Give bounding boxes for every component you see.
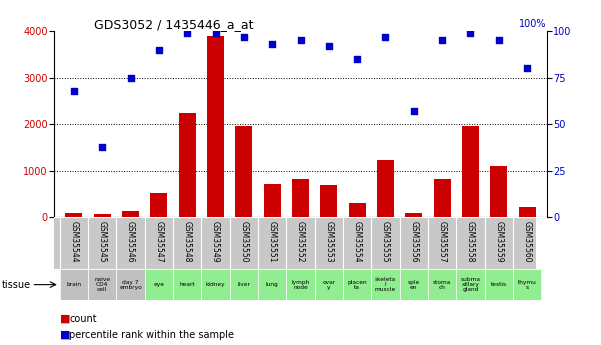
Text: lung: lung xyxy=(266,282,278,287)
Bar xyxy=(405,213,423,217)
Bar xyxy=(433,179,451,217)
Text: GSM35545: GSM35545 xyxy=(98,221,107,263)
Text: stoma
ch: stoma ch xyxy=(433,280,451,289)
Bar xyxy=(264,184,281,217)
Bar xyxy=(207,36,224,217)
Text: ■: ■ xyxy=(60,330,70,339)
Bar xyxy=(117,269,145,300)
Text: GSM35546: GSM35546 xyxy=(126,221,135,263)
Bar xyxy=(286,269,315,300)
Text: day 7
embryо: day 7 embryо xyxy=(119,280,142,289)
Point xyxy=(438,38,447,43)
Bar xyxy=(343,269,371,300)
Text: GDS3052 / 1435446_a_at: GDS3052 / 1435446_a_at xyxy=(94,18,253,31)
Text: GSM35559: GSM35559 xyxy=(494,221,503,263)
Text: count: count xyxy=(69,314,97,324)
Point xyxy=(211,30,221,36)
Text: GSM35552: GSM35552 xyxy=(296,221,305,263)
Bar xyxy=(150,193,168,217)
Bar xyxy=(320,185,337,217)
Point xyxy=(296,38,305,43)
Bar xyxy=(230,269,258,300)
Text: subma
xillary
gland: subma xillary gland xyxy=(460,277,480,292)
Text: brain: brain xyxy=(67,282,81,287)
Text: GSM35557: GSM35557 xyxy=(438,221,447,263)
Bar xyxy=(66,213,82,217)
Bar xyxy=(377,160,394,217)
Text: GSM35553: GSM35553 xyxy=(325,221,334,263)
Bar xyxy=(315,269,343,300)
Point xyxy=(522,66,532,71)
Point xyxy=(380,34,390,39)
Bar xyxy=(122,211,139,217)
Text: naive
CD4
cell: naive CD4 cell xyxy=(94,277,111,292)
Text: lymph
node: lymph node xyxy=(291,280,310,289)
Bar xyxy=(173,269,201,300)
Bar xyxy=(456,269,484,300)
Bar xyxy=(178,112,196,217)
Bar xyxy=(145,269,173,300)
Bar xyxy=(88,269,117,300)
Bar xyxy=(349,203,365,217)
Bar xyxy=(94,214,111,217)
Text: ovar
y: ovar y xyxy=(322,280,335,289)
Bar xyxy=(236,126,252,217)
Text: GSM35558: GSM35558 xyxy=(466,221,475,263)
Point xyxy=(494,38,504,43)
Text: GSM35550: GSM35550 xyxy=(239,221,248,263)
Text: skeleta
l
muscle: skeleta l muscle xyxy=(375,277,396,292)
Point xyxy=(352,56,362,62)
Text: eye: eye xyxy=(153,282,165,287)
Text: GSM35556: GSM35556 xyxy=(409,221,418,263)
Point xyxy=(126,75,135,80)
Text: thymu
s: thymu s xyxy=(517,280,537,289)
Text: placen
ta: placen ta xyxy=(347,280,367,289)
Text: GSM35549: GSM35549 xyxy=(211,221,220,263)
Text: GSM35560: GSM35560 xyxy=(523,221,531,263)
Bar xyxy=(484,269,513,300)
Text: ■: ■ xyxy=(60,314,70,324)
Point xyxy=(409,108,419,114)
Text: GSM35555: GSM35555 xyxy=(381,221,390,263)
Bar xyxy=(513,269,542,300)
Bar xyxy=(462,126,479,217)
Point xyxy=(154,47,163,52)
Point xyxy=(182,30,192,36)
Text: GSM35547: GSM35547 xyxy=(154,221,163,263)
Point xyxy=(267,41,277,47)
Bar xyxy=(292,179,309,217)
Bar xyxy=(59,269,88,300)
Bar xyxy=(490,166,507,217)
Text: testis: testis xyxy=(490,282,507,287)
Text: heart: heart xyxy=(179,282,195,287)
Text: liver: liver xyxy=(237,282,250,287)
Bar xyxy=(258,269,286,300)
Bar xyxy=(201,269,230,300)
Text: GSM35551: GSM35551 xyxy=(267,221,276,263)
Bar xyxy=(428,269,456,300)
Point xyxy=(97,144,107,149)
Bar xyxy=(519,207,535,217)
Text: kidney: kidney xyxy=(206,282,225,287)
Text: GSM35554: GSM35554 xyxy=(353,221,362,263)
Point xyxy=(466,30,475,36)
Text: GSM35548: GSM35548 xyxy=(183,221,192,263)
Point xyxy=(239,34,249,39)
Text: GSM35544: GSM35544 xyxy=(70,221,78,263)
Text: tissue: tissue xyxy=(2,280,31,289)
Point xyxy=(69,88,79,93)
Text: sple
en: sple en xyxy=(407,280,420,289)
Bar xyxy=(400,269,428,300)
Point xyxy=(324,43,334,49)
Text: percentile rank within the sample: percentile rank within the sample xyxy=(69,330,234,339)
Text: 100%: 100% xyxy=(519,19,547,29)
Bar xyxy=(371,269,400,300)
